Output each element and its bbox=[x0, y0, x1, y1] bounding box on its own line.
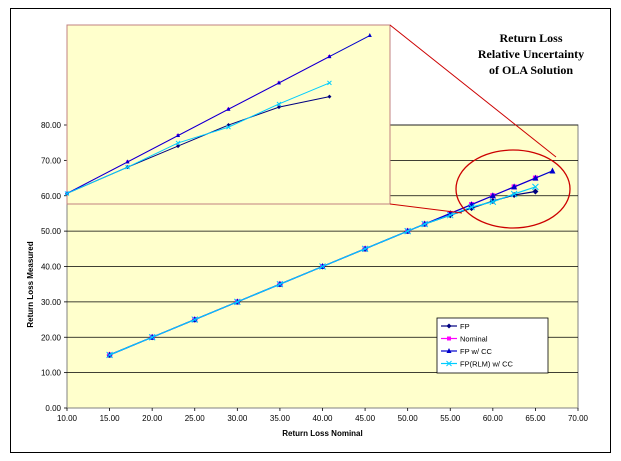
data-point bbox=[327, 54, 332, 59]
data-point bbox=[276, 280, 284, 288]
x-tick-label: 35.00 bbox=[270, 414, 291, 423]
series-fp-rlm-w-cc bbox=[106, 183, 539, 359]
inset-series-fp-rlm-w-cc bbox=[64, 80, 332, 196]
data-point bbox=[446, 348, 452, 353]
data-point bbox=[367, 33, 372, 38]
data-point bbox=[64, 191, 70, 196]
y-tick-label: 10.00 bbox=[41, 369, 62, 378]
data-point bbox=[276, 80, 281, 85]
data-point bbox=[106, 351, 113, 359]
x-tick-label: 25.00 bbox=[185, 414, 206, 423]
data-point bbox=[176, 133, 181, 138]
y-tick-label: 30.00 bbox=[41, 298, 62, 307]
y-tick-label: 0.00 bbox=[45, 404, 61, 413]
y-tick-label: 60.00 bbox=[41, 192, 62, 201]
y-tick-label: 70.00 bbox=[41, 156, 62, 165]
data-point bbox=[447, 336, 451, 341]
data-point bbox=[532, 174, 539, 181]
data-point bbox=[446, 323, 452, 329]
data-point bbox=[489, 198, 497, 206]
data-point bbox=[361, 245, 369, 253]
y-tick-label: 80.00 bbox=[41, 121, 62, 130]
inset-plot-area bbox=[66, 24, 391, 205]
series-line bbox=[109, 186, 536, 356]
data-point bbox=[468, 203, 475, 211]
x-tick-label: 60.00 bbox=[483, 414, 504, 423]
data-point bbox=[148, 333, 156, 341]
chart-title-line: of OLA Solution bbox=[489, 63, 573, 77]
data-point bbox=[532, 188, 539, 195]
zoom-connector-line bbox=[389, 203, 463, 214]
data-point bbox=[319, 263, 326, 270]
data-point bbox=[489, 192, 496, 199]
chart-title-line: Return Loss bbox=[499, 31, 562, 45]
x-tick-label: 10.00 bbox=[57, 414, 78, 423]
data-point bbox=[511, 183, 518, 190]
data-point bbox=[421, 220, 429, 228]
x-tick-label: 15.00 bbox=[100, 414, 121, 423]
data-point bbox=[226, 106, 231, 111]
data-point bbox=[446, 360, 452, 367]
highlight-ellipse bbox=[455, 149, 571, 229]
x-tick-label: 40.00 bbox=[312, 414, 333, 423]
data-point bbox=[404, 227, 412, 235]
data-point bbox=[327, 94, 332, 99]
data-point bbox=[532, 183, 539, 191]
data-point bbox=[125, 164, 130, 170]
data-point bbox=[191, 316, 199, 323]
data-point bbox=[233, 298, 241, 306]
y-tick-label: 40.00 bbox=[41, 263, 62, 272]
x-tick-label: 30.00 bbox=[227, 414, 248, 423]
y-tick-label: 50.00 bbox=[41, 227, 62, 236]
data-point bbox=[176, 144, 181, 149]
data-point bbox=[510, 190, 518, 198]
y-axis-label: Return Loss Measured bbox=[26, 241, 35, 327]
y-tick-label: 20.00 bbox=[41, 333, 62, 342]
data-point bbox=[327, 80, 332, 86]
legend-label: Nominal bbox=[460, 335, 488, 344]
x-tick-label: 65.00 bbox=[525, 414, 546, 423]
data-point bbox=[125, 159, 130, 164]
legend-label: FP(RLM) w/ CC bbox=[460, 360, 513, 369]
data-point bbox=[549, 167, 556, 174]
data-point bbox=[175, 140, 181, 146]
chart-title-line: Relative Uncertainty bbox=[478, 47, 584, 61]
x-tick-label: 50.00 bbox=[398, 414, 419, 423]
x-tick-label: 55.00 bbox=[440, 414, 461, 423]
x-tick-label: 70.00 bbox=[568, 414, 589, 423]
x-axis-label: Return Loss Nominal bbox=[282, 429, 362, 438]
x-tick-label: 45.00 bbox=[355, 414, 376, 423]
legend-label: FP bbox=[460, 322, 470, 331]
data-point bbox=[276, 105, 281, 110]
x-tick-label: 20.00 bbox=[142, 414, 163, 423]
data-point bbox=[276, 101, 282, 107]
data-point bbox=[226, 124, 231, 130]
zoom-connector-line bbox=[389, 24, 557, 158]
data-point bbox=[446, 211, 454, 219]
legend-label: FP w/ CC bbox=[460, 347, 493, 356]
inset-series-line bbox=[66, 82, 330, 194]
